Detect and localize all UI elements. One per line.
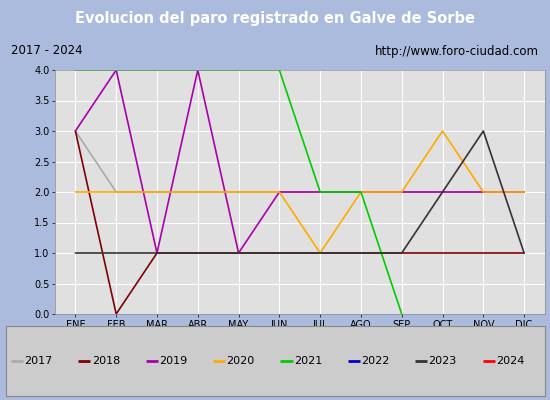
Text: 2017: 2017: [24, 356, 53, 366]
Text: Evolucion del paro registrado en Galve de Sorbe: Evolucion del paro registrado en Galve d…: [75, 10, 475, 26]
Text: 2024: 2024: [496, 356, 524, 366]
Text: 2019: 2019: [159, 356, 188, 366]
Text: 2022: 2022: [361, 356, 389, 366]
Text: 2017 - 2024: 2017 - 2024: [11, 44, 82, 58]
Text: http://www.foro-ciudad.com: http://www.foro-ciudad.com: [375, 44, 539, 58]
Text: 2018: 2018: [92, 356, 120, 366]
Text: 2021: 2021: [294, 356, 322, 366]
Text: 2023: 2023: [428, 356, 457, 366]
Text: 2020: 2020: [227, 356, 255, 366]
